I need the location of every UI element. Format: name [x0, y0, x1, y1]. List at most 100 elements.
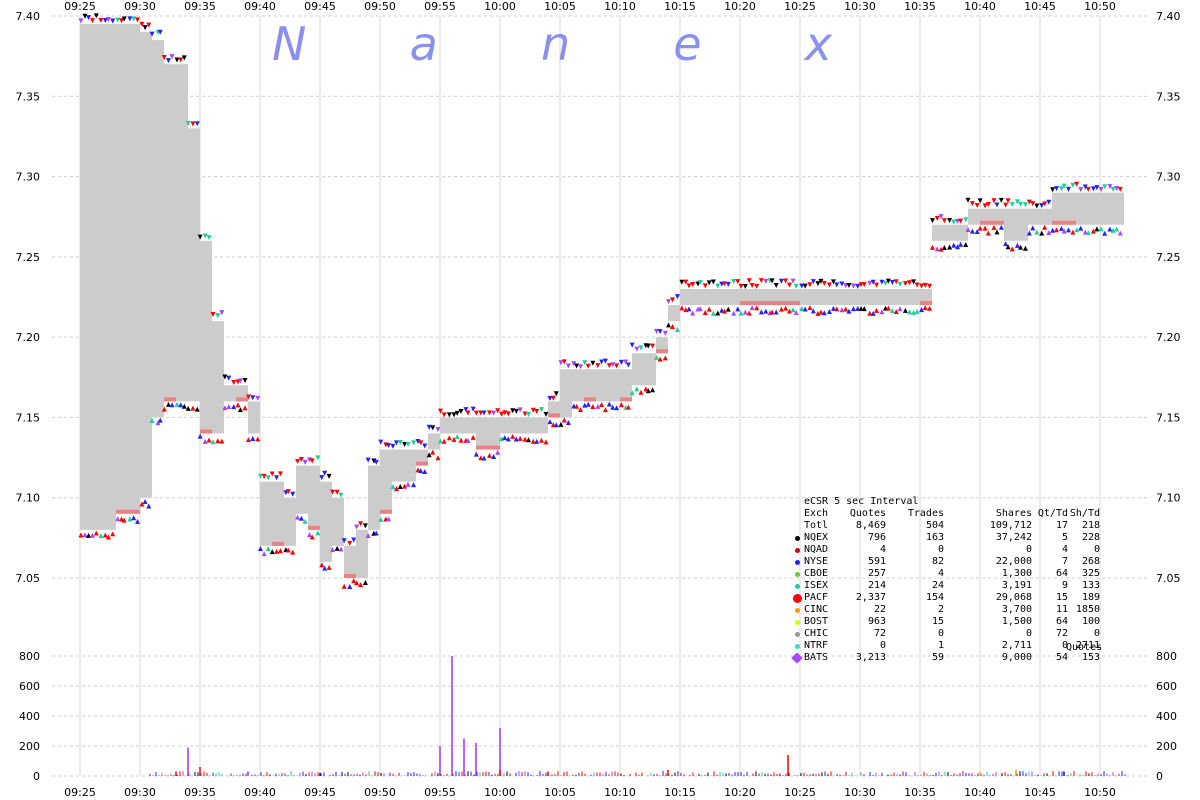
bid-marker	[446, 435, 452, 441]
bid-marker	[277, 548, 283, 554]
ask-marker	[206, 235, 212, 241]
bid-marker	[994, 229, 1000, 235]
ask-marker	[98, 17, 104, 23]
cell-trades: 59	[931, 652, 944, 663]
bid-marker	[1061, 228, 1067, 234]
bid-marker	[341, 583, 347, 589]
bid-marker	[645, 388, 651, 394]
bid-marker	[155, 420, 161, 426]
x-tick-label-bottom: 10:40	[964, 786, 996, 799]
header-trades: Trades	[907, 508, 944, 519]
exchange-marker-icon	[790, 604, 804, 616]
nbbo-segment	[260, 481, 272, 546]
ask-marker	[735, 279, 741, 285]
ask-marker	[749, 283, 755, 289]
bid-marker	[991, 224, 997, 230]
nbbo-segment	[152, 40, 164, 418]
bid-marker	[861, 306, 867, 312]
nbbo-segment	[860, 288, 920, 306]
stats-row-cboe: CBOE 257 4 1,300 64 325	[790, 568, 1100, 580]
bid-marker	[702, 310, 708, 316]
ask-marker	[210, 312, 216, 318]
cell-quotes: 0	[879, 640, 886, 651]
ask-marker	[786, 282, 792, 288]
ask-marker	[769, 278, 775, 284]
bid-marker	[1042, 224, 1048, 230]
stats-row-bats: BATS 3,213 59 9,000 54 153	[790, 652, 1100, 664]
bid-marker	[558, 421, 564, 427]
ask-marker	[121, 16, 127, 22]
ask-marker	[274, 475, 280, 481]
cell-exch: BOST	[804, 616, 829, 627]
nbbo-segment	[656, 337, 668, 354]
ask-marker	[1082, 184, 1088, 190]
bid-marker	[181, 403, 187, 409]
bid-marker	[742, 309, 748, 315]
bid-tint	[656, 349, 668, 354]
ask-marker	[1042, 201, 1048, 207]
cell-quotes: 214	[867, 580, 886, 591]
bid-marker	[1026, 230, 1032, 236]
nbbo-segment	[632, 353, 644, 386]
ask-marker	[938, 214, 944, 220]
bid-marker	[397, 484, 403, 490]
bid-marker	[1085, 230, 1091, 236]
x-tick-label-top: 09:40	[244, 0, 276, 13]
ask-marker	[495, 408, 501, 414]
ask-marker	[686, 283, 692, 289]
ask-marker	[295, 458, 301, 464]
ask-marker	[178, 57, 184, 63]
cell-shares: 1,500	[1001, 616, 1032, 627]
nbbo-segment	[1028, 208, 1052, 225]
cell-shtd: 218	[1081, 520, 1100, 531]
x-tick-label-bottom: 10:30	[844, 786, 876, 799]
bid-marker	[285, 547, 291, 553]
exchange-stats-table: eCSR 5 sec Interval Exch Quotes Trades S…	[790, 496, 1100, 664]
ask-marker	[510, 408, 516, 414]
ask-marker	[1085, 186, 1091, 192]
bid-marker	[242, 405, 248, 411]
ask-marker	[1074, 181, 1080, 187]
ask-marker	[927, 283, 933, 289]
bid-marker	[1094, 226, 1100, 232]
bid-marker	[858, 305, 864, 311]
cell-shares: 0	[1025, 544, 1032, 555]
axis-labels: 09:25 09:25 09:30 09:30 09:35 09:35 09:40 09:40…	[16, 0, 1181, 799]
bid-tint	[380, 509, 392, 514]
stats-row-nqex: NQEX 796 163 37,242 5 228	[790, 532, 1100, 544]
x-tick-label-top: 09:30	[124, 0, 156, 13]
ask-marker	[255, 395, 261, 401]
ask-marker	[119, 18, 125, 24]
exchange-marker-icon	[790, 556, 804, 568]
bid-marker	[547, 419, 553, 425]
ask-marker	[386, 443, 392, 449]
ask-marker	[951, 219, 957, 225]
ask-marker	[818, 278, 824, 284]
exchange-marker-icon	[790, 544, 804, 556]
bid-marker	[115, 516, 121, 522]
nbbo-segment	[380, 449, 392, 514]
cell-qttd: 54	[1055, 652, 1068, 663]
bid-marker	[415, 467, 421, 473]
cell-quotes: 257	[867, 568, 886, 579]
ask-marker	[1102, 184, 1108, 190]
bid-marker	[998, 224, 1004, 230]
bid-marker	[119, 516, 125, 522]
nbbo-segment	[440, 417, 476, 434]
ask-marker	[879, 279, 885, 285]
ask-marker	[1078, 187, 1084, 193]
cell-shtd: 325	[1081, 568, 1100, 579]
ask-marker	[219, 310, 225, 316]
bid-marker	[330, 547, 336, 553]
ask-marker	[914, 282, 920, 288]
ask-marker	[89, 18, 95, 24]
nbbo-segment	[332, 497, 344, 546]
cell-quotes: 796	[867, 532, 886, 543]
x-tick-label-top: 09:50	[364, 0, 396, 13]
ask-marker	[362, 523, 368, 529]
bid-marker	[802, 306, 808, 312]
ask-marker	[390, 443, 396, 449]
stats-row-nyse: NYSE 591 82 22,000 7 268	[790, 556, 1100, 568]
ask-marker	[1054, 186, 1060, 192]
ask-marker	[666, 299, 672, 305]
